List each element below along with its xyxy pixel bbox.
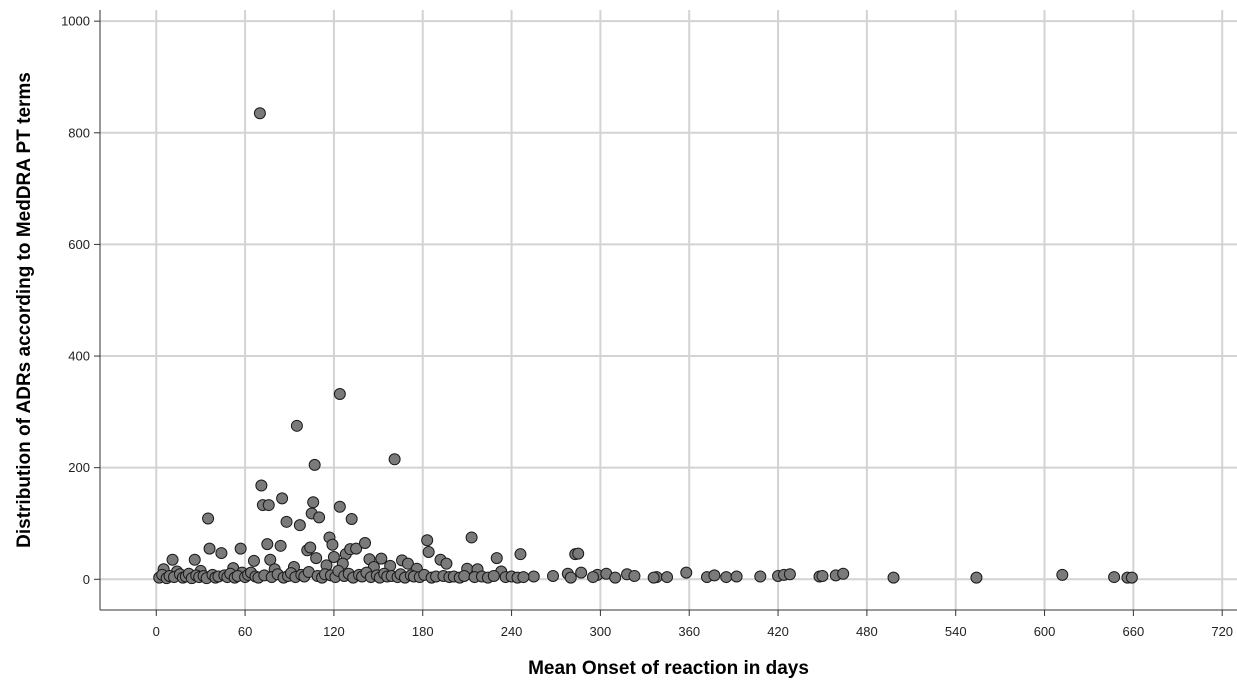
- data-point: [586, 571, 599, 584]
- data-point: [359, 537, 372, 550]
- data-point: [290, 419, 303, 432]
- data-point: [234, 542, 247, 555]
- data-point: [253, 107, 266, 120]
- data-point: [304, 541, 317, 554]
- y-tick-label: 0: [83, 572, 90, 587]
- data-point: [308, 458, 321, 471]
- data-point: [440, 557, 453, 570]
- y-tick-label: 800: [68, 125, 90, 140]
- data-point: [166, 553, 179, 566]
- data-point: [215, 547, 228, 560]
- data-point: [327, 550, 340, 563]
- axes: [94, 10, 1237, 616]
- data-point: [564, 571, 577, 584]
- data-point: [333, 500, 346, 513]
- y-tick-label: 600: [68, 237, 90, 252]
- data-point: [1056, 568, 1069, 581]
- y-tick-label: 200: [68, 460, 90, 475]
- x-tick-label: 720: [1211, 624, 1233, 639]
- data-point: [401, 557, 414, 570]
- data-point: [465, 531, 478, 544]
- data-point: [720, 571, 733, 584]
- data-point: [647, 571, 660, 584]
- data-point: [261, 538, 274, 551]
- grid-lines: [100, 10, 1237, 610]
- data-point: [487, 569, 500, 582]
- data-point: [188, 553, 201, 566]
- data-point: [1125, 571, 1138, 584]
- data-point: [350, 542, 363, 555]
- data-point: [307, 496, 320, 509]
- data-point: [628, 569, 641, 582]
- data-point: [310, 552, 323, 565]
- x-tick-label: 240: [501, 624, 523, 639]
- data-point: [783, 568, 796, 581]
- data-point: [422, 545, 435, 558]
- x-tick-label: 660: [1123, 624, 1145, 639]
- data-point: [730, 570, 743, 583]
- x-tick-label: 180: [412, 624, 434, 639]
- data-point: [680, 566, 693, 579]
- data-point: [202, 512, 215, 525]
- data-point: [276, 492, 289, 505]
- data-point: [262, 499, 275, 512]
- x-tick-label: 360: [678, 624, 700, 639]
- x-tick-label: 480: [856, 624, 878, 639]
- data-point: [517, 571, 530, 584]
- x-tick-label: 60: [238, 624, 252, 639]
- data-point: [572, 547, 585, 560]
- x-tick-label: 600: [1034, 624, 1056, 639]
- data-point: [458, 569, 471, 582]
- data-point: [609, 571, 622, 584]
- data-point: [970, 571, 983, 584]
- data-point: [255, 479, 268, 492]
- data-point: [375, 552, 388, 565]
- x-tick-label: 120: [323, 624, 345, 639]
- data-point: [661, 571, 674, 584]
- data-point: [293, 519, 306, 532]
- data-point: [490, 552, 503, 565]
- data-point: [837, 567, 850, 580]
- data-point: [575, 566, 588, 579]
- data-point: [203, 542, 216, 555]
- y-tick-label: 400: [68, 349, 90, 364]
- data-point: [547, 569, 560, 582]
- data-point: [1108, 571, 1121, 584]
- data-point: [326, 538, 339, 551]
- data-point: [514, 548, 527, 561]
- data-point: [527, 570, 540, 583]
- y-axis-title: Distribution of ADRs according to MedDRA…: [14, 72, 35, 548]
- data-points: [153, 107, 1138, 585]
- x-tick-label: 420: [767, 624, 789, 639]
- data-point: [274, 539, 287, 552]
- data-point: [345, 513, 358, 526]
- data-point: [816, 569, 829, 582]
- data-point: [708, 569, 721, 582]
- data-point: [313, 511, 326, 524]
- x-axis-title: Mean Onset of reaction in days: [528, 658, 809, 679]
- data-point: [247, 554, 260, 567]
- y-tick-label: 1000: [61, 14, 90, 29]
- x-tick-label: 0: [153, 624, 160, 639]
- x-tick-label: 540: [945, 624, 967, 639]
- data-point: [421, 534, 434, 547]
- data-point: [887, 571, 900, 584]
- x-tick-label: 300: [590, 624, 612, 639]
- data-point: [333, 388, 346, 400]
- data-point: [388, 453, 401, 466]
- data-point: [280, 515, 293, 528]
- tick-labels: 0 60 120 180 240 300 360 420 480 540 600 660 720 0 200…: [61, 14, 1233, 639]
- data-point: [754, 570, 767, 583]
